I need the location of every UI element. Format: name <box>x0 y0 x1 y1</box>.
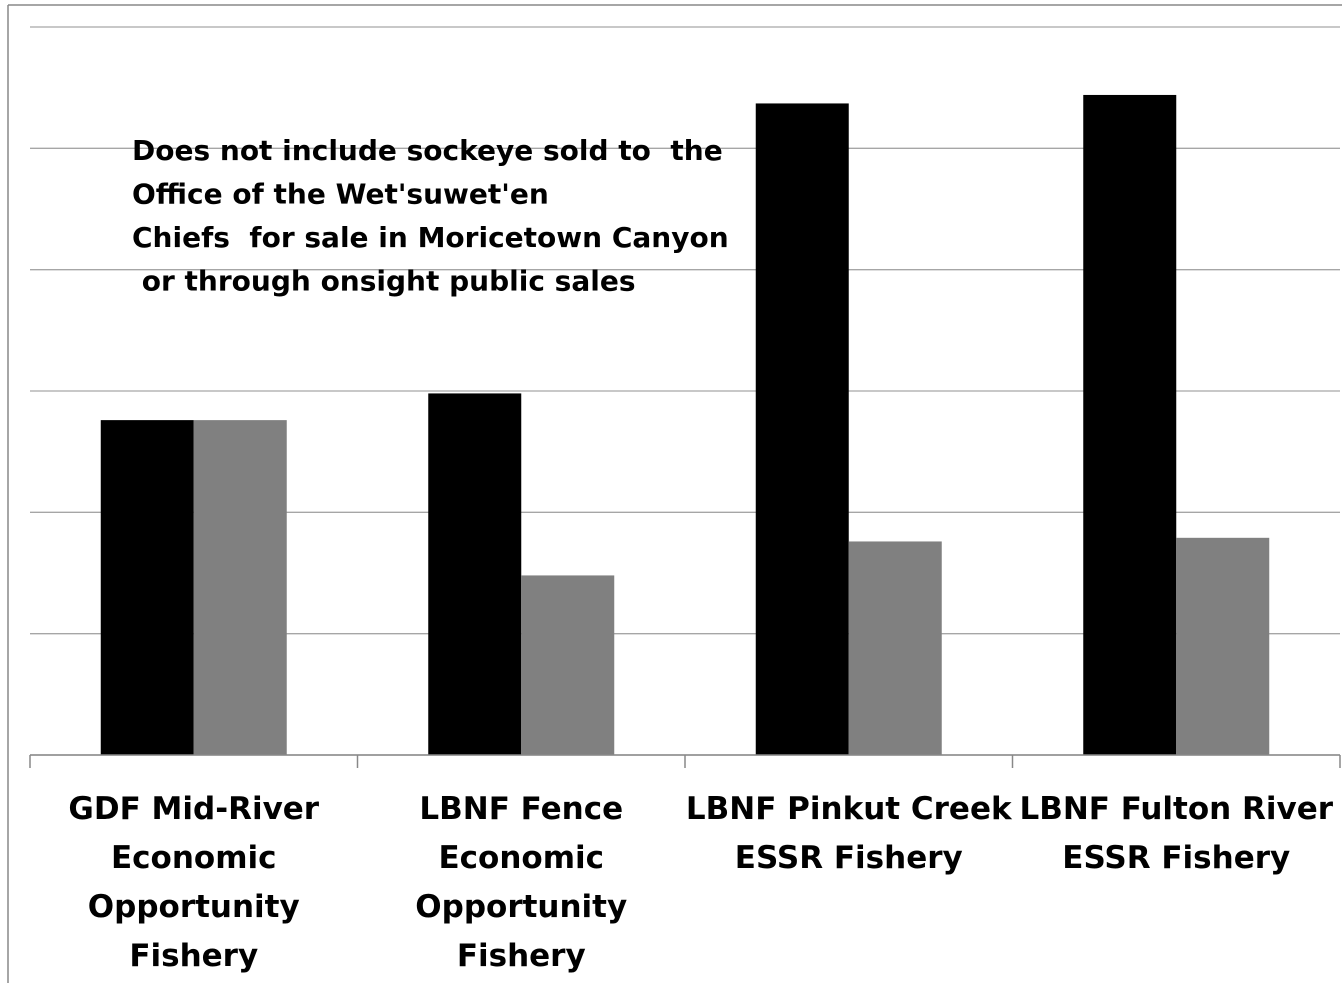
x-tick-label: GDF Mid-River Economic Opportunity Fishe… <box>68 791 320 974</box>
bar <box>428 393 522 755</box>
x-tick-label: LBNF Fulton River ESSR Fishery <box>1019 791 1334 876</box>
x-tick-label: LBNF Fence Economic Opportunity Fishery <box>415 791 628 974</box>
x-tick-label: LBNF Pinkut Creek ESSR Fishery <box>685 791 1012 876</box>
annotation: or through onsight public sales <box>132 265 635 298</box>
bar <box>848 541 942 755</box>
bar <box>755 103 849 755</box>
annotation: Office of the Wet'suwet'en <box>132 178 549 211</box>
bar <box>1176 537 1270 755</box>
bar <box>193 420 287 755</box>
bar <box>100 420 194 755</box>
bar <box>521 575 615 755</box>
annotation: Chiefs for sale in Moricetown Canyon <box>132 221 729 254</box>
annotation: Does not include sockeye sold to the <box>132 134 723 167</box>
bar <box>1083 94 1177 756</box>
